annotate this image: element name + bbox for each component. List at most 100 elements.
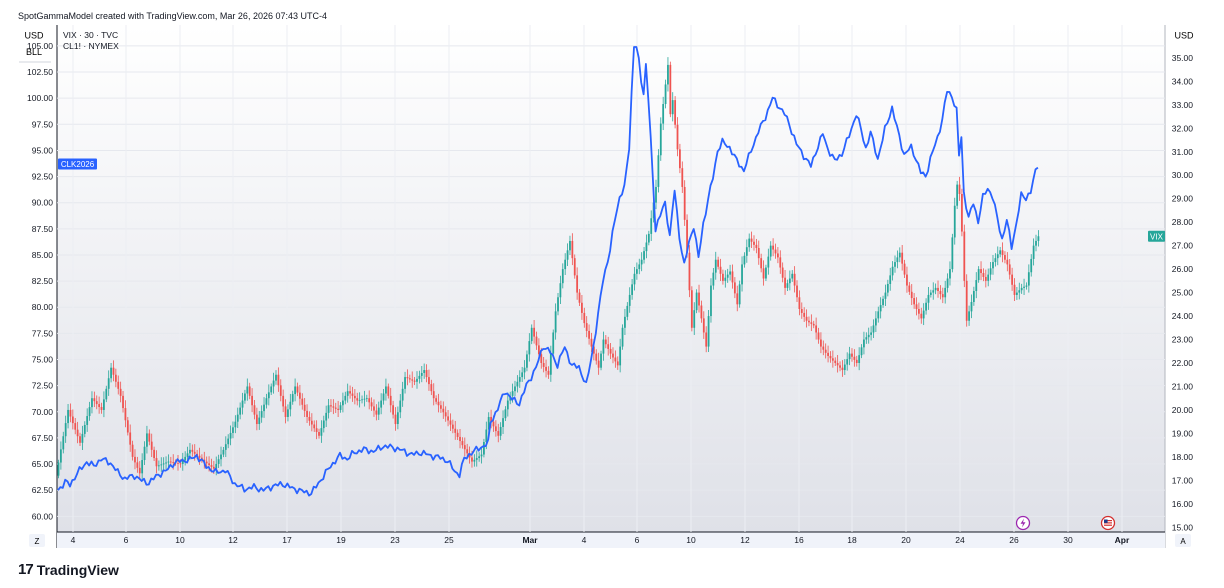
vix-candle-body (793, 273, 796, 286)
vix-candle-body (81, 433, 84, 443)
vix-candle-body (597, 360, 600, 368)
vix-candle-body (619, 346, 622, 366)
tradingview-logo[interactable]: 17 TradingView (18, 561, 119, 578)
vix-candle-body (772, 245, 775, 250)
vix-candle-body (368, 398, 371, 403)
vix-candle-body (965, 280, 968, 321)
vix-candle-body (549, 353, 552, 375)
vix-candle-body (724, 277, 727, 281)
crude-oil-line (57, 46, 1039, 497)
bll-unit-label[interactable]: BLL (26, 47, 42, 57)
vix-candle-body (738, 284, 741, 305)
vix-candle-body (337, 408, 340, 410)
vix-candle-body (181, 460, 184, 464)
right-tick-label: 25.00 (1172, 288, 1194, 298)
vix-candle-body (220, 454, 222, 460)
vix-candle-body (624, 316, 626, 328)
chart-frame[interactable]: 60.00 62.50 65.00 67.50 70.00 72.50 75.00 77.50… (17, 25, 1200, 550)
usd-right-button[interactable] (1169, 28, 1197, 42)
auto-scale-button[interactable] (1175, 534, 1191, 547)
vix-candle-body (1035, 240, 1037, 246)
left-tick-label: 85.00 (32, 250, 54, 260)
left-tick-label: 87.50 (32, 224, 54, 234)
us-flag-economic-event-icon[interactable] (1100, 515, 1116, 531)
lightning-event-icon[interactable] (1015, 515, 1031, 531)
vix-candle-body (650, 218, 653, 234)
vix-candle-body (886, 283, 889, 293)
vix-candle-body (487, 416, 490, 430)
legend-crude[interactable]: CL1! · NYMEX (63, 41, 119, 51)
vix-candle-body (504, 409, 507, 419)
vertical-gridlines (72, 25, 1123, 532)
vix-candle-body (712, 272, 715, 286)
vix-candle-body (710, 285, 712, 317)
vix-candle-body (349, 391, 351, 394)
vix-candle-body (968, 311, 970, 321)
vix-candle-body (776, 253, 779, 258)
zoom-button[interactable] (29, 534, 45, 547)
vix-candle-body (614, 357, 617, 362)
vix-candle-body (822, 346, 825, 350)
vix-candle-body (944, 287, 947, 298)
vix-candle-body (143, 446, 146, 461)
vix-candle-body (839, 365, 841, 368)
vix-candle-body (588, 330, 590, 339)
vix-candle-body (963, 231, 966, 281)
vix-candle-body (435, 398, 438, 402)
vix-candle-body (318, 432, 320, 436)
usd-left-button[interactable] (19, 28, 49, 42)
vix-candle-body (454, 428, 457, 433)
left-tick-label: 77.50 (32, 328, 54, 338)
vix-candle-body (569, 240, 571, 251)
vix-candle-body (344, 395, 347, 401)
vix-candle-body (93, 398, 96, 402)
plot-area[interactable] (57, 25, 1165, 532)
vix-candle-body (528, 341, 531, 355)
vix-candle-body (836, 363, 839, 366)
vix-candle-body (631, 284, 633, 295)
vix-candle-body (425, 370, 428, 378)
vix-candle-body (107, 378, 110, 389)
vix-candle-body (834, 360, 837, 363)
vix-candle-body (416, 378, 418, 382)
vix-candle-body (401, 388, 404, 401)
vix-candle-body (695, 292, 698, 311)
vix-candle-body (918, 309, 920, 314)
vix-candle-body (423, 370, 426, 373)
vix-candle-body (879, 305, 882, 312)
vix-candle-body (387, 386, 390, 396)
vix-candle-body (559, 283, 562, 298)
vix-candle-body (136, 462, 139, 468)
right-tick-label: 19.00 (1172, 428, 1194, 438)
vix-candle-body (554, 311, 557, 333)
vix-badge-bg (1148, 230, 1165, 242)
vix-candle-body (358, 399, 361, 401)
vix-candle-body (707, 316, 710, 347)
vix-candle-body (590, 338, 593, 347)
vix-candle-body (831, 358, 834, 361)
vix-candle-body (167, 461, 170, 463)
vix-candle-body (162, 463, 165, 465)
vix-candle-body (114, 374, 117, 382)
vix-candle-body (791, 273, 794, 279)
left-tick-label: 102.50 (27, 67, 53, 77)
vix-candle-body (745, 247, 748, 256)
vix-candle-body (124, 408, 127, 421)
vix-candle-body (282, 395, 285, 407)
vix-candle-body (996, 254, 999, 259)
left-axis-panel[interactable] (17, 25, 57, 532)
vix-candle-body (781, 267, 784, 278)
vix-candle-body (289, 401, 292, 410)
vix-candle-body (910, 291, 913, 299)
right-axis-panel[interactable] (1165, 25, 1200, 532)
vix-candle-body (134, 456, 136, 463)
right-tick-label: 16.00 (1172, 499, 1194, 509)
vix-candle-body (975, 280, 978, 292)
vix-candle-body (339, 405, 342, 410)
left-tick-label: 90.00 (32, 198, 54, 208)
vix-candle-body (251, 395, 253, 406)
legend-vix[interactable]: VIX · 30 · TVC (63, 30, 118, 40)
time-axis-panel[interactable] (57, 532, 1165, 548)
vix-candle-body (227, 438, 230, 445)
vix-candle-body (394, 414, 397, 425)
